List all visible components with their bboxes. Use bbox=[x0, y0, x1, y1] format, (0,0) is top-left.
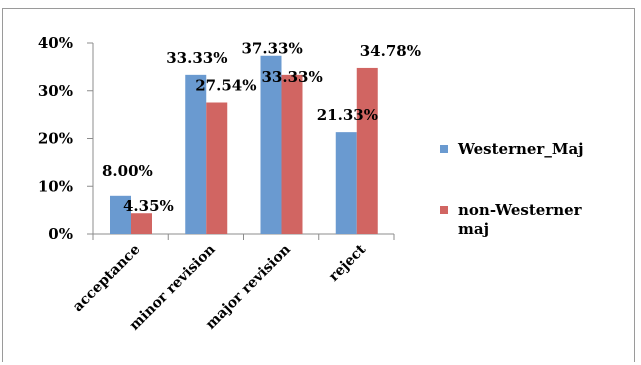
x-axis-category-label: major revision bbox=[203, 242, 294, 333]
x-axis-category-label: reject bbox=[326, 241, 370, 285]
y-axis-tick-label: 30% bbox=[38, 82, 73, 100]
x-axis-category-label: acceptance bbox=[70, 241, 144, 315]
y-axis-tick-label: 20% bbox=[38, 130, 73, 148]
data-label: 8.00% bbox=[102, 162, 153, 180]
y-axis-ticks: 0% 10% 20% 30% 40% bbox=[38, 34, 93, 243]
bar bbox=[110, 195, 131, 234]
bar bbox=[260, 55, 282, 234]
legend-label-line: non-Westerner bbox=[458, 201, 583, 219]
chart-bars bbox=[110, 55, 378, 235]
data-label: 21.33% bbox=[317, 106, 378, 124]
bar bbox=[281, 74, 303, 235]
bar bbox=[185, 74, 207, 235]
data-label: 33.33% bbox=[262, 68, 323, 86]
y-axis-tick-label: 40% bbox=[38, 34, 73, 52]
y-axis-tick-label: 0% bbox=[48, 225, 73, 243]
bar bbox=[206, 102, 228, 235]
bar bbox=[335, 132, 357, 234]
bar bbox=[356, 67, 378, 234]
bar bbox=[131, 213, 152, 234]
legend-label: Westerner_Maj bbox=[457, 140, 584, 158]
legend-label: non-Westerner maj bbox=[458, 201, 583, 238]
data-label: 27.54% bbox=[195, 76, 256, 94]
data-labels: 8.00% 33.33% 37.33% 21.33% 4.35% 27.54% 33.33%… bbox=[102, 40, 421, 215]
y-axis-tick-label: 10% bbox=[38, 177, 73, 195]
data-label: 34.78% bbox=[360, 42, 421, 60]
data-label: 37.33% bbox=[242, 40, 303, 58]
chart-frame bbox=[2, 8, 635, 362]
data-label: 33.33% bbox=[166, 49, 227, 67]
legend-swatch bbox=[440, 145, 448, 153]
legend-swatch bbox=[440, 206, 448, 214]
chart-legend: Westerner_Maj non-Westerner maj bbox=[440, 140, 584, 238]
data-label: 4.35% bbox=[123, 197, 174, 215]
legend-label-line: maj bbox=[458, 220, 489, 238]
